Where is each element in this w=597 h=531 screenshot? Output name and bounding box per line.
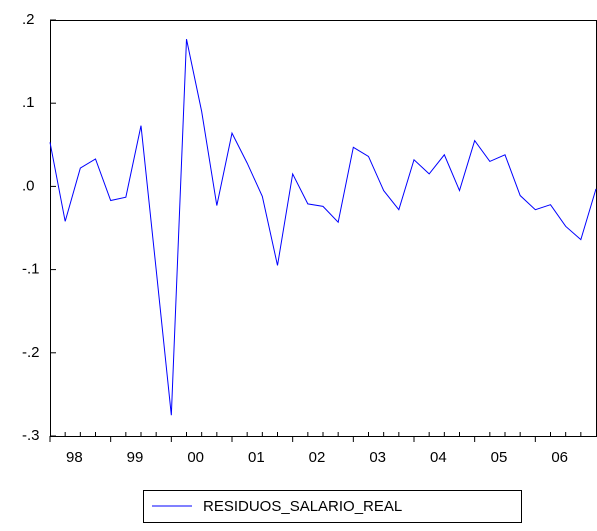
y-tick-label: -.3 [22, 427, 40, 444]
y-tick-label: -.1 [22, 261, 40, 278]
x-tick-label: 99 [127, 449, 144, 466]
x-tick-label: 04 [430, 449, 447, 466]
x-tick-label: 00 [187, 449, 204, 466]
x-tick-label: 06 [551, 449, 568, 466]
x-tick-label: 01 [248, 449, 265, 466]
legend-box [143, 490, 522, 523]
x-tick-label: 02 [309, 449, 326, 466]
x-tick-label: 98 [66, 449, 83, 466]
y-tick-label: .0 [22, 177, 35, 194]
legend-label: RESIDUOS_SALARIO_REAL [203, 498, 402, 515]
x-tick-label: 03 [369, 449, 386, 466]
y-tick-label: -.2 [22, 344, 40, 361]
y-tick-label: .1 [22, 94, 35, 111]
plot-frame [50, 20, 597, 437]
y-tick-label: .2 [22, 11, 35, 28]
data-line [49, 39, 597, 416]
x-tick-label: 05 [491, 449, 508, 466]
